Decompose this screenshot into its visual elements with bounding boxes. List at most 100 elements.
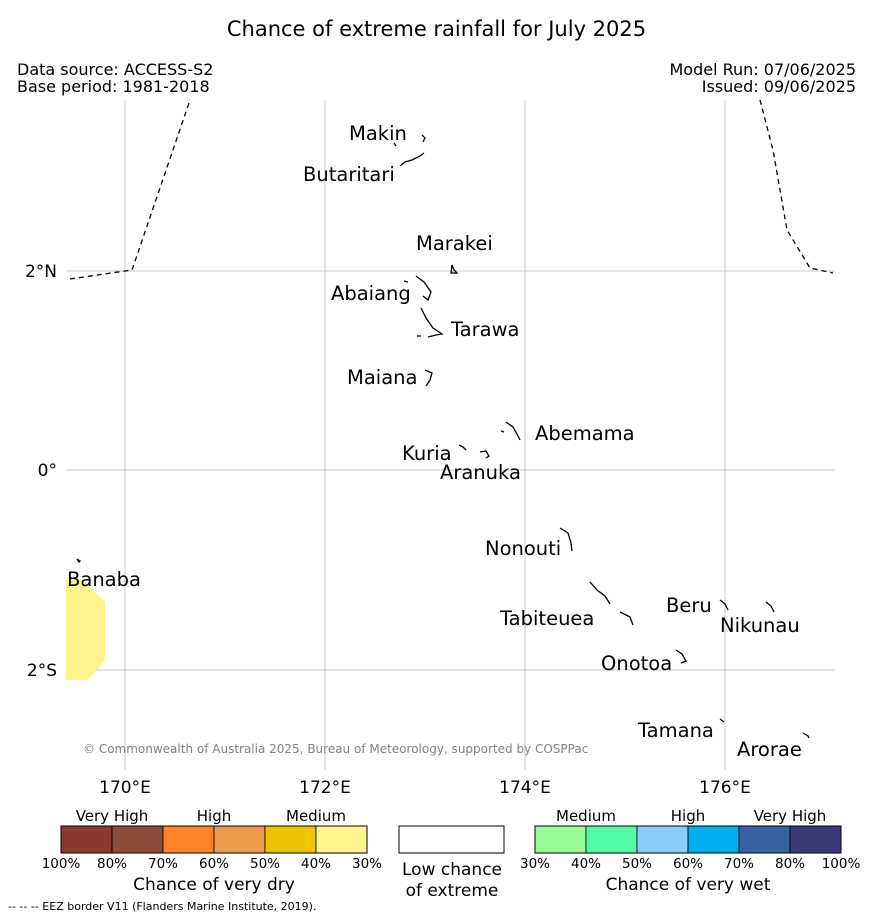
legend-wet-swatches — [534, 825, 842, 854]
island-aranuka — [479, 450, 490, 459]
lon-label: 172°E — [299, 778, 351, 798]
legend-wet-tick: 100% — [822, 856, 861, 872]
island-arorae — [802, 732, 810, 739]
legend-dry-swatch — [213, 825, 266, 854]
legend-dry-title: Chance of very dry — [133, 875, 295, 895]
legend-wet-tick: 60% — [673, 856, 703, 872]
legend-wet-header: Medium — [556, 807, 616, 825]
legend-wet-swatch — [534, 825, 587, 854]
island-abaiang-islet — [403, 280, 409, 283]
place-label-onotoa: Onotoa — [601, 652, 672, 675]
lon-labels: 170°E 172°E 174°E 176°E — [99, 778, 751, 798]
legend-wet-tick: 40% — [571, 856, 601, 872]
eez-border-west — [69, 99, 191, 280]
place-label-arorae: Arorae — [737, 738, 802, 761]
legend-wet-swatch — [789, 825, 842, 854]
legend-dry-tick: 70% — [148, 856, 178, 872]
legend-dry-ticks: 100% 80% 70% 60% 50% 40% 30% — [42, 856, 382, 872]
legend-wet-ticks: 30% 40% 50% 60% 70% 80% 100% — [520, 856, 860, 872]
copyright-notice: © Commonwealth of Australia 2025, Bureau… — [83, 742, 589, 756]
eez-footnote: -- -- -- EEZ border V11 (Flanders Marine… — [8, 900, 317, 913]
island-kuria — [458, 444, 467, 451]
lat-label: 0° — [38, 461, 57, 481]
legend-wet-tick: 70% — [724, 856, 754, 872]
legend-wet-tick: 30% — [520, 856, 550, 872]
legend-dry-header: High — [197, 807, 231, 825]
dry-shading-area — [66, 580, 105, 680]
legend-dry-frame — [60, 825, 368, 854]
legend-dry-tick: 80% — [97, 856, 127, 872]
island-outlines — [76, 134, 810, 739]
place-label-tamana: Tamana — [637, 719, 714, 742]
lon-label: 170°E — [99, 778, 151, 798]
place-label-banaba: Banaba — [67, 568, 141, 591]
island-tabiteuea-north — [589, 581, 611, 605]
legend-dry-swatch — [162, 825, 215, 854]
legend-dry-swatch — [264, 825, 317, 854]
island-nikunau — [765, 601, 775, 613]
legend-low-title-line1: Low chance — [402, 860, 502, 880]
island-tamana — [719, 718, 725, 723]
place-label-tabiteuea: Tabiteuea — [499, 607, 594, 630]
legend-wet: Medium High Very High 30% 40% 50% 60% 70% 80%… — [520, 807, 860, 895]
lon-label: 176°E — [699, 778, 751, 798]
legend-wet-tick: 50% — [622, 856, 652, 872]
place-labels: Makin Butaritari Marakei Abaiang Tarawa … — [67, 122, 802, 761]
lat-label: 2°N — [25, 262, 57, 282]
lat-label: 2°S — [27, 661, 57, 681]
island-abemama — [505, 421, 521, 441]
legend-dry-tick: 50% — [250, 856, 280, 872]
place-label-nonouti: Nonouti — [485, 537, 561, 560]
legend-dry-swatch — [60, 825, 113, 854]
legend-dry-header: Medium — [286, 807, 346, 825]
legend-wet-swatch — [738, 825, 791, 854]
legend-wet-swatch — [687, 825, 740, 854]
legend-wet-header: Very High — [754, 807, 827, 825]
island-maiana — [424, 369, 433, 387]
island-nonouti — [559, 527, 573, 552]
place-label-maiana: Maiana — [347, 366, 417, 389]
legend-dry-header: Very High — [76, 807, 149, 825]
island-makin-islet — [393, 142, 397, 147]
graticule — [66, 100, 835, 770]
island-tarawa — [420, 307, 444, 338]
data-source-label: Data source: ACCESS-S2 — [17, 60, 214, 79]
legend-low-title-line2: of extreme — [406, 881, 499, 901]
legend-low-swatch — [398, 825, 505, 854]
legend-wet-swatch — [636, 825, 689, 854]
map-title: Chance of extreme rainfall for July 2025 — [226, 17, 647, 41]
base-period-label: Base period: 1981-2018 — [17, 77, 210, 96]
legend-dry-swatch — [111, 825, 164, 854]
eez-border-east — [759, 99, 834, 274]
eez-border — [69, 99, 834, 280]
island-butaritari — [399, 152, 425, 167]
island-banaba — [76, 558, 82, 564]
place-label-tarawa: Tarawa — [450, 318, 520, 341]
place-label-nikunau: Nikunau — [720, 614, 800, 637]
island-beru — [719, 599, 729, 611]
place-label-abemama: Abemama — [535, 422, 635, 445]
island-makin — [421, 134, 426, 143]
legend-dry-tick: 60% — [199, 856, 229, 872]
legend-wet-header: High — [671, 807, 705, 825]
place-label-makin: Makin — [349, 122, 407, 145]
island-marakei — [450, 264, 459, 274]
island-abemama-islet — [500, 430, 505, 433]
model-run-label: Model Run: 07/06/2025 — [669, 60, 857, 79]
lat-labels: 2°N 0° 2°S — [25, 262, 57, 681]
island-tabiteuea-south — [619, 611, 634, 626]
legend-low: Low chance of extreme — [398, 825, 505, 901]
issued-label: Issued: 09/06/2025 — [701, 77, 856, 96]
legend-wet-frame — [534, 825, 842, 854]
legend-wet-title: Chance of very wet — [606, 875, 771, 895]
place-label-beru: Beru — [666, 594, 712, 617]
place-label-kuria: Kuria — [402, 442, 452, 465]
lon-label: 174°E — [499, 778, 551, 798]
legend-dry-tick: 40% — [301, 856, 331, 872]
island-onotoa — [675, 649, 687, 664]
legend-dry: Very High High Medium 100% 80% 70% 60% 50% 40… — [42, 807, 382, 895]
legend-dry-swatches — [60, 825, 368, 854]
legend-dry-tick: 100% — [42, 856, 81, 872]
legend-dry-tick: 30% — [352, 856, 382, 872]
place-label-abaiang: Abaiang — [331, 282, 411, 305]
